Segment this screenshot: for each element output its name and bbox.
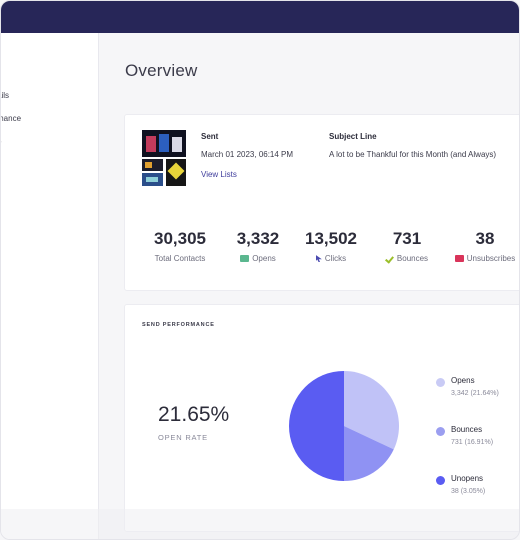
legend-value-bounces: 731 (16.91%) [451, 439, 494, 446]
stat-value: 13,502 [305, 229, 357, 248]
legend-dot-opens [436, 378, 445, 387]
pie-slice-opens[interactable] [344, 371, 399, 450]
bottom-fade-overlay [1, 509, 519, 539]
stat-label: Total Contacts [154, 254, 206, 263]
view-lists-link[interactable]: View Lists [201, 170, 237, 179]
sidebar-item-details[interactable]: ails [1, 91, 10, 100]
page-title: Overview [125, 61, 198, 80]
sidebar-item-performance[interactable]: mance [1, 114, 22, 123]
stat-unsubscribes[interactable]: 38 Unsubscribes [449, 229, 519, 263]
campaign-summary-card: Sent March 01 2023, 06:14 PM View Lists … [124, 114, 519, 291]
legend-dot-bounces [436, 427, 445, 436]
envelope-icon [240, 255, 250, 262]
stat-value: 3,332 [236, 229, 280, 248]
stat-value: 30,305 [154, 229, 206, 248]
send-performance-pie-chart [289, 371, 399, 481]
email-thumbnail[interactable] [142, 130, 188, 186]
stat-label: Bounces [396, 254, 429, 263]
sidebar-item-other[interactable]: o [1, 137, 2, 146]
legend-name-opens: Opens [451, 376, 475, 385]
subject-line-label: Subject Line [329, 132, 377, 141]
send-performance-card: SEND PERFORMANCE 21.65% OPEN RATE Opens … [124, 304, 519, 532]
legend-value-unopens: 38 (3.05%) [451, 488, 486, 495]
stat-bounces[interactable]: 731 Bounces [377, 229, 437, 263]
stat-clicks[interactable]: 13,502 Clicks [301, 229, 361, 263]
stat-total-contacts: 30,305 Total Contacts [147, 229, 213, 263]
legend-name-unopens: Unopens [451, 474, 484, 483]
open-rate-label: OPEN RATE [158, 433, 208, 442]
subject-line-value: A lot to be Thankful for this Month (and… [329, 150, 497, 159]
stat-label: Opens [252, 254, 276, 263]
stat-label: Clicks [324, 254, 347, 263]
check-icon [386, 255, 394, 263]
section-title: SEND PERFORMANCE [142, 322, 215, 328]
stat-value: 38 [475, 229, 495, 248]
legend-value-opens: 3,342 (21.64%) [451, 390, 499, 397]
stat-label: Unsubscribes [466, 254, 516, 263]
top-navigation-bar [1, 1, 519, 33]
sent-label: Sent [201, 132, 219, 141]
sidebar: ails mance o [1, 33, 99, 539]
unsubscribe-icon [454, 255, 464, 262]
stat-opens[interactable]: 3,332 Opens [228, 229, 288, 263]
legend-dot-unopens [436, 476, 445, 485]
sent-date: March 01 2023, 06:14 PM [201, 150, 294, 159]
open-rate-value: 21.65% [158, 403, 230, 426]
pie-slice-unopens[interactable] [289, 371, 344, 481]
pie-slice-bounces[interactable] [344, 426, 394, 481]
stat-value: 731 [392, 229, 422, 248]
legend-name-bounces: Bounces [451, 425, 483, 434]
cursor-icon [315, 255, 322, 262]
